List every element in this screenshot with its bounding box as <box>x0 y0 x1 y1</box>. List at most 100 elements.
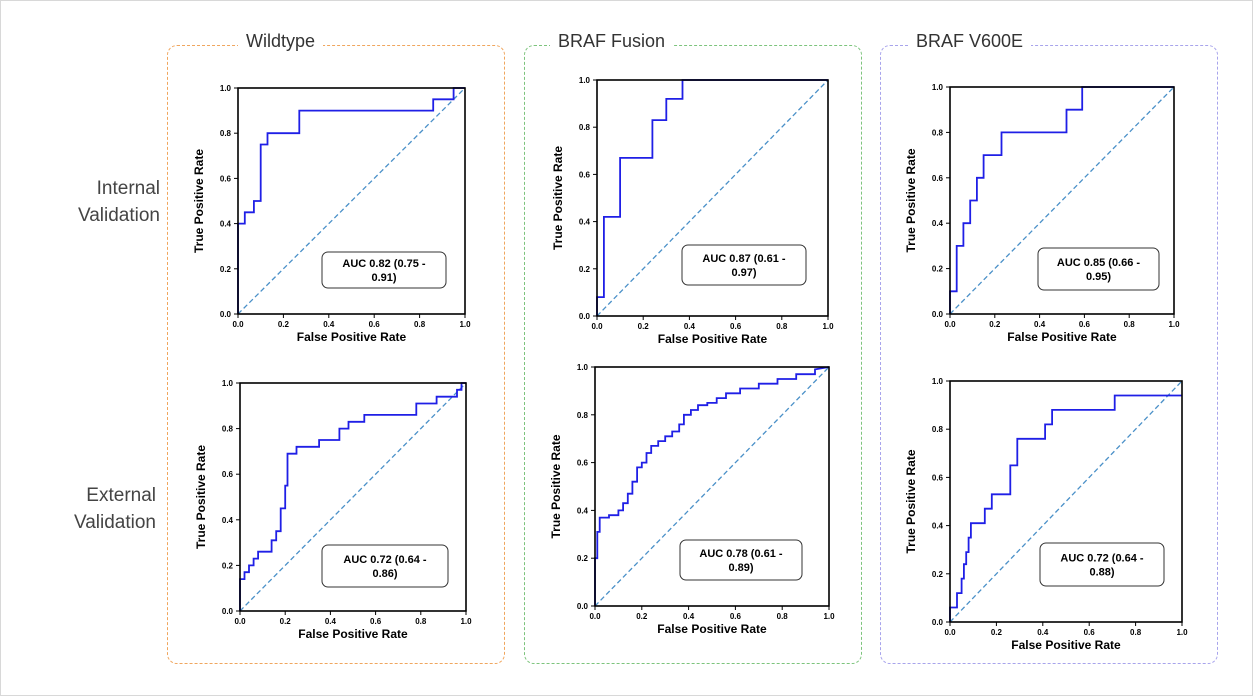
x-tick-label: 0.0 <box>944 628 956 637</box>
auc-annotation-box <box>1039 542 1165 587</box>
roc-curve-line <box>596 79 828 316</box>
x-tick-label: 0.2 <box>280 617 292 626</box>
row-label-internal-line1: Internal <box>96 178 160 199</box>
roc-curve-line <box>239 382 466 611</box>
y-tick-label: 0.2 <box>579 265 591 274</box>
y-tick-label: 0.2 <box>222 561 234 570</box>
auc-annotation-box <box>679 539 803 581</box>
y-tick-label: 1.0 <box>932 83 944 92</box>
plot-axes-frame <box>949 380 1183 623</box>
roc-curve-line <box>949 86 1174 314</box>
chance-diagonal-line <box>949 86 1175 315</box>
y-tick-label: 1.0 <box>577 363 589 372</box>
auc-annotation-box <box>321 251 447 289</box>
x-tick-label: 0.8 <box>1124 320 1136 329</box>
x-tick-label: 0.0 <box>944 320 956 329</box>
row-label-external-line2: Validation <box>73 512 156 533</box>
braf-fusion-group-box <box>524 45 862 664</box>
y-axis-label: True Positive Rate <box>904 148 918 252</box>
y-axis-label: True Positive Rate <box>549 434 563 538</box>
x-tick-label: 0.0 <box>591 322 603 331</box>
auc-annotation-line1: AUC 0.72 (0.64 - <box>343 554 426 566</box>
y-tick-label: 0.6 <box>932 174 944 183</box>
y-tick-label: 0.8 <box>932 425 944 434</box>
y-tick-label: 0.4 <box>932 522 944 531</box>
y-tick-label: 0.4 <box>577 506 589 515</box>
y-tick-label: 0.0 <box>577 602 589 611</box>
x-axis-label: False Positive Rate <box>658 332 768 346</box>
roc-curve-line <box>237 87 465 314</box>
x-tick-label: 1.0 <box>459 320 471 329</box>
y-tick-label: 0.6 <box>579 170 591 179</box>
column-title-wildtype: Wildtype <box>238 30 324 52</box>
x-axis-label: False Positive Rate <box>298 627 408 641</box>
x-tick-label: 0.2 <box>638 322 650 331</box>
braf-v600e-group-box <box>880 45 1218 664</box>
x-tick-label: 0.6 <box>1079 320 1091 329</box>
y-tick-label: 0.8 <box>932 128 944 137</box>
roc-chart-wildtype-external: 0.0 0.2 0.4 0.6 0.8 1.0 0.0 0.2 0.4 0.6 0.8 1.0 Fals… <box>194 379 472 641</box>
y-axis-label: True Positive Rate <box>551 146 565 250</box>
x-tick-label: 0.4 <box>684 322 696 331</box>
x-tick-label: 1.0 <box>1168 320 1180 329</box>
column-title-braf-fusion: BRAF Fusion <box>550 30 674 52</box>
auc-annotation-line1: AUC 0.78 (0.61 - <box>699 548 782 560</box>
x-tick-label: 0.6 <box>730 612 742 621</box>
y-tick-label: 1.0 <box>932 377 944 386</box>
row-label-external-line1: External <box>86 485 156 506</box>
y-tick-label: 0.8 <box>577 411 589 420</box>
x-tick-label: 0.6 <box>370 617 382 626</box>
x-tick-label: 1.0 <box>822 322 834 331</box>
y-tick-label: 0.4 <box>220 220 232 229</box>
x-tick-label: 0.8 <box>777 612 789 621</box>
plot-axes-frame <box>596 79 829 317</box>
auc-annotation-box <box>681 244 807 286</box>
y-tick-label: 0.2 <box>577 554 589 563</box>
x-tick-label: 1.0 <box>823 612 835 621</box>
chance-diagonal-line <box>239 382 467 612</box>
plot-axes-frame <box>949 86 1175 315</box>
plot-axes-frame <box>239 382 467 612</box>
x-tick-label: 0.8 <box>414 320 426 329</box>
x-tick-label: 0.8 <box>415 617 427 626</box>
roc-curve-line <box>594 366 830 606</box>
y-tick-label: 0.0 <box>222 607 234 616</box>
x-tick-label: 0.2 <box>636 612 648 621</box>
y-tick-label: 0.6 <box>932 473 944 482</box>
x-axis-label: False Positive Rate <box>1011 638 1121 652</box>
auc-annotation-line2: 0.89) <box>728 562 753 574</box>
auc-annotation-line1: AUC 0.72 (0.64 - <box>1060 553 1143 565</box>
auc-annotation-line2: 0.91) <box>371 272 396 284</box>
y-tick-label: 1.0 <box>222 379 234 388</box>
y-tick-label: 0.0 <box>932 618 944 627</box>
y-tick-label: 0.8 <box>579 123 591 132</box>
roc-chart-v600e-internal: 0.0 0.2 0.4 0.6 0.8 1.0 0.0 0.2 0.4 0.6 0.8 1.0 Fals… <box>904 83 1180 344</box>
y-tick-label: 0.2 <box>932 265 944 274</box>
x-tick-label: 0.2 <box>991 628 1003 637</box>
auc-annotation-line2: 0.95) <box>1086 271 1111 283</box>
y-tick-label: 0.0 <box>932 310 944 319</box>
x-tick-label: 0.4 <box>1034 320 1046 329</box>
x-tick-label: 1.0 <box>1176 628 1188 637</box>
auc-annotation-line1: AUC 0.87 (0.61 - <box>702 253 785 265</box>
roc-chart-fusion-external: 0.0 0.2 0.4 0.6 0.8 1.0 0.0 0.2 0.4 0.6 0.8 1.0 Fals… <box>549 363 835 636</box>
y-tick-label: 0.8 <box>220 129 232 138</box>
y-tick-label: 0.4 <box>932 219 944 228</box>
plot-axes-frame <box>237 87 466 315</box>
x-tick-label: 0.4 <box>325 617 337 626</box>
x-axis-label: False Positive Rate <box>657 622 767 636</box>
x-axis-label: False Positive Rate <box>1007 330 1117 344</box>
auc-annotation-box <box>1037 247 1160 291</box>
x-tick-label: 0.2 <box>278 320 290 329</box>
y-tick-label: 0.2 <box>220 265 232 274</box>
roc-chart-fusion-internal: 0.0 0.2 0.4 0.6 0.8 1.0 0.0 0.2 0.4 0.6 0.8 1.0 Fals… <box>551 76 834 346</box>
roc-chart-v600e-external: 0.0 0.2 0.4 0.6 0.8 1.0 0.0 0.2 0.4 0.6 0.8 1.0 Fals… <box>904 377 1188 652</box>
x-tick-label: 0.4 <box>323 320 335 329</box>
y-axis-label: True Positive Rate <box>194 445 208 549</box>
y-tick-label: 1.0 <box>220 84 232 93</box>
y-axis-label: True Positive Rate <box>904 449 918 553</box>
x-tick-label: 0.8 <box>776 322 788 331</box>
x-tick-label: 0.4 <box>1037 628 1049 637</box>
y-tick-label: 0.2 <box>932 570 944 579</box>
row-label-internal: Internal Validation <box>0 175 160 229</box>
